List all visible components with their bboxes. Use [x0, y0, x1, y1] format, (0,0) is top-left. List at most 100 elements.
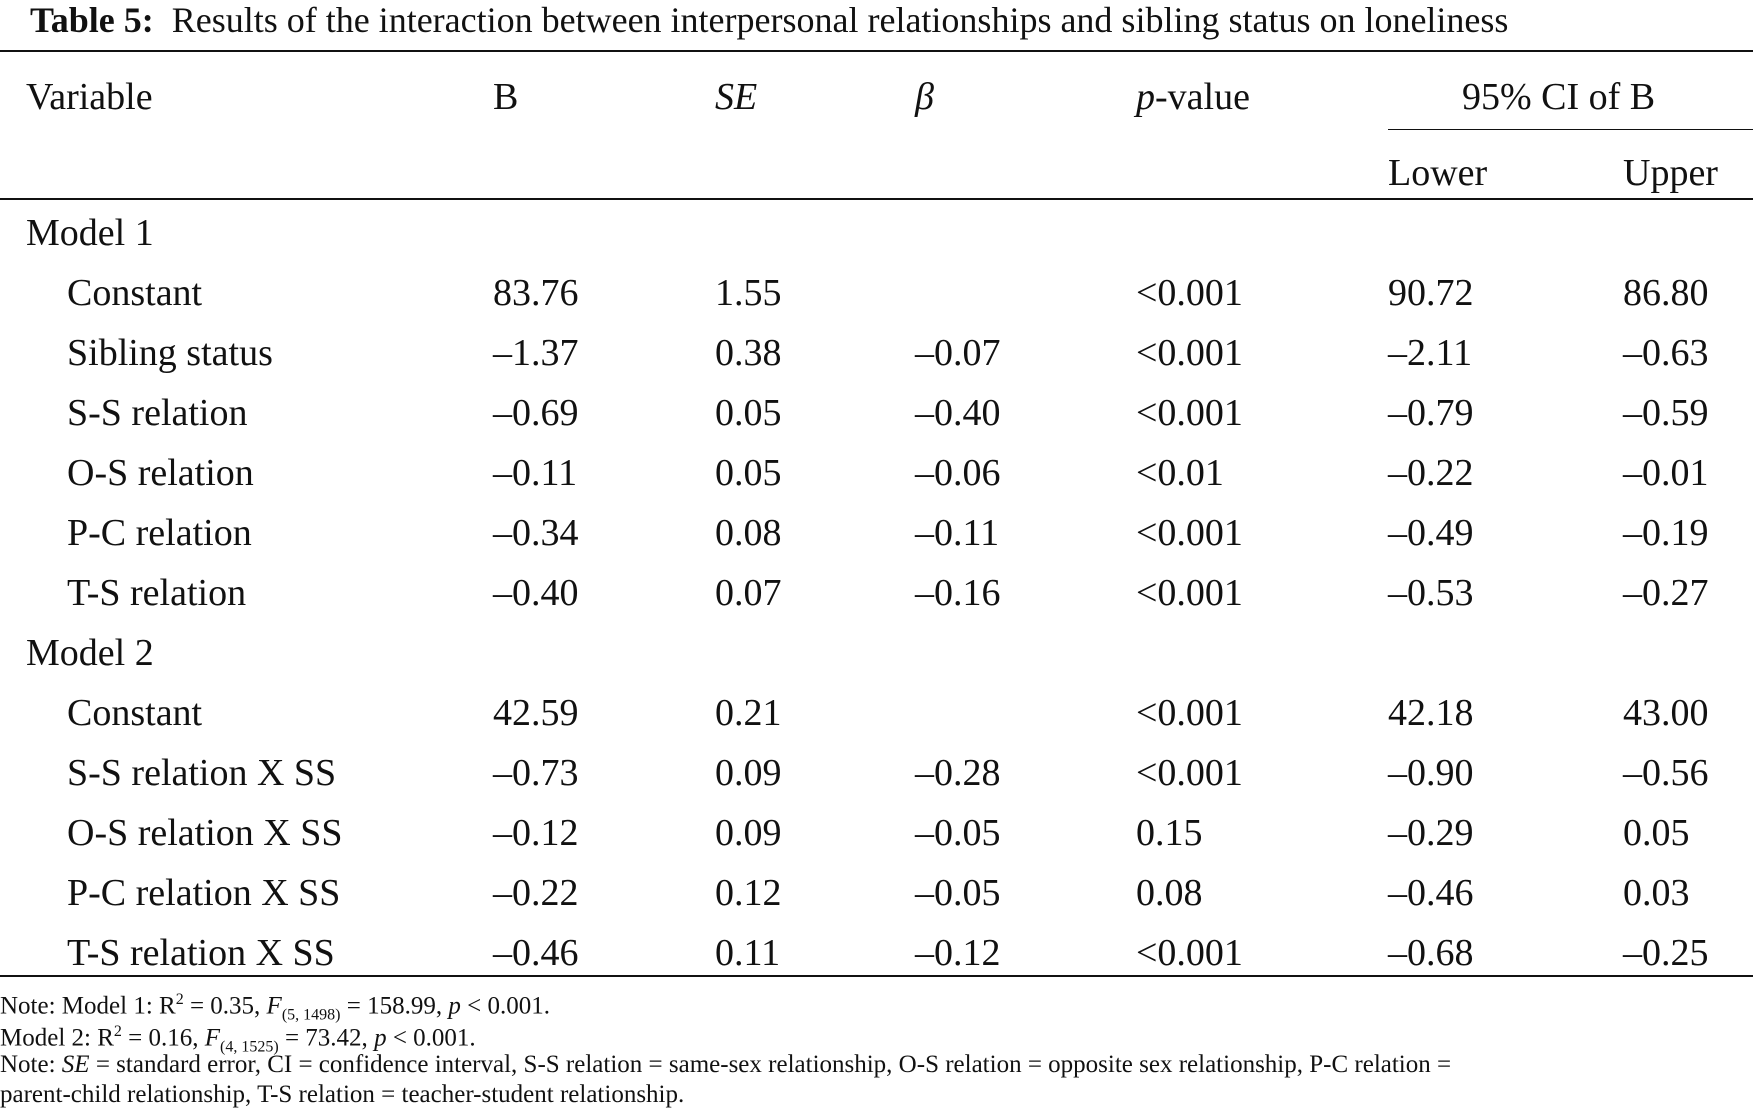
note-abbr-se: SE — [61, 1051, 90, 1078]
cell-p: <0.001 — [1136, 752, 1243, 794]
cell-b: –0.12 — [493, 812, 579, 854]
cell-upper: 86.80 — [1623, 272, 1709, 314]
table-title: Results of the interaction between inter… — [171, 0, 1509, 40]
note-m2-mid: = 0.16, — [121, 1024, 205, 1052]
note-m1-end: < 0.001. — [460, 992, 550, 1020]
cell-upper: –0.56 — [1623, 752, 1709, 794]
note-abbr-line1: = standard error, CI = confidence interv… — [89, 1051, 1452, 1078]
note-abbr-line2: parent-child relationship, T-S relation … — [0, 1081, 685, 1108]
cell-beta: –0.16 — [915, 572, 1001, 614]
cell-variable: Sibling status — [67, 332, 273, 374]
note-model1: Note: Model 1: R2 = 0.35, F(5, 1498) = 1… — [0, 985, 550, 1030]
cell-beta: –0.05 — [915, 872, 1001, 914]
cell-variable: O-S relation X SS — [67, 812, 343, 854]
top-rule — [0, 50, 1753, 52]
cell-upper: –0.01 — [1623, 452, 1709, 494]
cell-beta: –0.40 — [915, 392, 1001, 434]
cell-lower: –0.22 — [1388, 452, 1474, 494]
cell-variable: O-S relation — [67, 452, 254, 494]
note-m2-f: F — [204, 1024, 221, 1052]
model2-label: Model 2 — [26, 632, 154, 674]
cell-variable: S-S relation — [67, 392, 248, 434]
header-p-rest: -value — [1155, 76, 1250, 118]
header-beta: β — [915, 74, 934, 120]
note-m2-sub: (4, 1525) — [220, 1038, 279, 1056]
note-m1-sub: (5, 1498) — [281, 1006, 341, 1024]
ci-rule — [1388, 129, 1753, 130]
cell-b: 42.59 — [493, 692, 579, 734]
header-se: SE — [715, 74, 757, 120]
cell-se: 0.05 — [715, 452, 782, 494]
note-m1-mid: = 0.35, — [183, 992, 267, 1020]
cell-se: 0.05 — [715, 392, 782, 434]
header-ci: 95% CI of B — [1462, 76, 1656, 118]
cell-lower: –0.68 — [1388, 932, 1474, 974]
cell-beta: –0.06 — [915, 452, 1001, 494]
cell-se: 0.38 — [715, 332, 782, 374]
cell-se: 0.11 — [715, 932, 781, 974]
header-pvalue: p-value — [1136, 74, 1250, 120]
cell-variable: P-C relation — [67, 512, 252, 554]
cell-p: 0.08 — [1136, 872, 1203, 914]
table-label: Table 5: — [30, 0, 154, 40]
cell-beta: –0.05 — [915, 812, 1001, 854]
cell-b: –0.34 — [493, 512, 579, 554]
cell-lower: –0.90 — [1388, 752, 1474, 794]
cell-lower: –2.11 — [1388, 332, 1473, 374]
header-beta-text: β — [915, 76, 934, 118]
cell-lower: 42.18 — [1388, 692, 1474, 734]
cell-p: <0.001 — [1136, 692, 1243, 734]
cell-b: 83.76 — [493, 272, 579, 314]
cell-se: 1.55 — [715, 272, 782, 314]
note-abbreviations-cont: parent-child relationship, T-S relation … — [0, 1080, 684, 1110]
note-m1-p: p — [448, 992, 461, 1020]
cell-beta: –0.07 — [915, 332, 1001, 374]
table-caption: Table 5: Results of the interaction betw… — [30, 0, 1730, 40]
cell-upper: –0.59 — [1623, 392, 1709, 434]
cell-upper: –0.19 — [1623, 512, 1709, 554]
note-m2-end: < 0.001. — [386, 1024, 476, 1052]
note-model2: Model 2: R2 = 0.16, F(4, 1525) = 73.42, … — [0, 1017, 476, 1062]
header-b: B — [493, 76, 519, 118]
cell-p: <0.001 — [1136, 512, 1243, 554]
cell-p: <0.001 — [1136, 392, 1243, 434]
cell-b: –0.11 — [493, 452, 578, 494]
note-m2-sup: 2 — [113, 1023, 122, 1040]
note-abbr-prefix: Note: — [0, 1051, 62, 1078]
header-se-text: SE — [715, 76, 758, 118]
cell-b: –0.46 — [493, 932, 579, 974]
cell-se: 0.12 — [715, 872, 782, 914]
model1-label: Model 1 — [26, 212, 154, 254]
header-p-italic: p — [1136, 76, 1155, 118]
cell-lower: –0.29 — [1388, 812, 1474, 854]
header-lower: Lower — [1388, 152, 1488, 194]
cell-upper: 43.00 — [1623, 692, 1709, 734]
cell-b: –1.37 — [493, 332, 579, 374]
cell-beta: –0.12 — [915, 932, 1001, 974]
cell-variable: T-S relation — [67, 572, 247, 614]
note-m2-val: = 73.42, — [278, 1024, 375, 1052]
bottom-rule — [0, 975, 1753, 977]
cell-upper: –0.25 — [1623, 932, 1709, 974]
cell-se: 0.21 — [715, 692, 782, 734]
note-m1-val: = 158.99, — [340, 992, 449, 1020]
cell-b: –0.40 — [493, 572, 579, 614]
cell-se: 0.09 — [715, 812, 782, 854]
cell-lower: –0.79 — [1388, 392, 1474, 434]
cell-upper: 0.05 — [1623, 812, 1690, 854]
cell-lower: –0.46 — [1388, 872, 1474, 914]
cell-p: <0.001 — [1136, 332, 1243, 374]
cell-se: 0.08 — [715, 512, 782, 554]
cell-p: 0.15 — [1136, 812, 1203, 854]
note-abbreviations: Note: SE = standard error, CI = confiden… — [0, 1050, 1451, 1080]
cell-upper: –0.63 — [1623, 332, 1709, 374]
note-m1-f: F — [266, 992, 282, 1020]
cell-upper: 0.03 — [1623, 872, 1690, 914]
note-m1-prefix: Note: Model 1: R — [0, 992, 176, 1020]
cell-b: –0.22 — [493, 872, 579, 914]
cell-se: 0.09 — [715, 752, 782, 794]
cell-b: –0.69 — [493, 392, 579, 434]
note-m1-sup: 2 — [175, 991, 184, 1008]
note-m2-p: p — [374, 1024, 387, 1052]
cell-beta: –0.11 — [915, 512, 1000, 554]
